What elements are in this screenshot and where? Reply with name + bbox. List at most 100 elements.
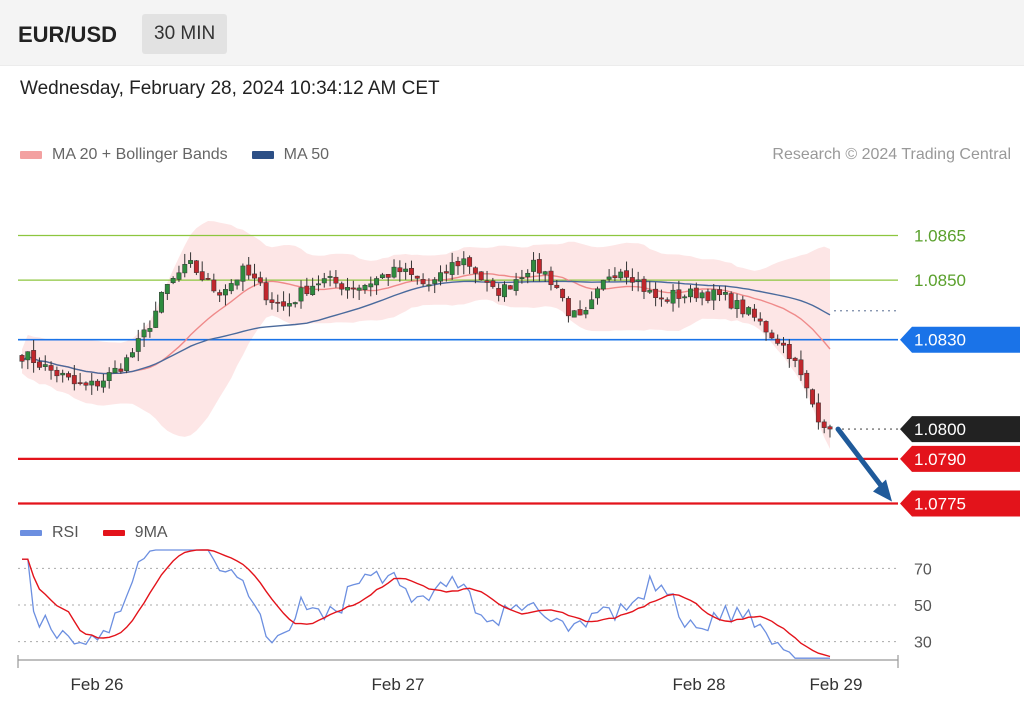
- forecast-arrow-head: [873, 479, 892, 502]
- candle: [414, 275, 420, 285]
- candle: [821, 419, 827, 434]
- candle-body: [734, 300, 740, 310]
- candle: [455, 256, 461, 275]
- legend-ma50-label: MA 50: [283, 146, 330, 163]
- candle: [199, 261, 205, 282]
- candle: [147, 320, 153, 338]
- candle: [443, 264, 449, 282]
- candle: [345, 277, 350, 299]
- candle: [368, 276, 374, 297]
- candle-body: [565, 298, 571, 317]
- candle-body: [786, 344, 792, 360]
- candle-body: [589, 299, 595, 310]
- candle-body: [368, 283, 374, 288]
- candle-body: [531, 259, 536, 272]
- legend-item-rsi: RSI: [20, 524, 79, 542]
- legend-rsi-label: RSI: [52, 524, 79, 541]
- candle: [257, 271, 263, 286]
- candle-body: [472, 267, 478, 274]
- candle: [472, 266, 478, 284]
- candle-body: [310, 285, 316, 295]
- rsi-swatch: [20, 530, 42, 536]
- candle-body: [385, 274, 391, 278]
- legend-item-ma50: MA 50: [251, 146, 330, 164]
- candle-body: [717, 289, 723, 296]
- candle: [641, 276, 647, 300]
- candle: [263, 277, 269, 306]
- candle-body: [147, 328, 153, 332]
- candle: [548, 266, 554, 291]
- candle-body: [746, 307, 752, 315]
- candle: [740, 295, 746, 318]
- timeframe-badge[interactable]: 30 MIN: [142, 14, 228, 54]
- candle-body: [205, 278, 211, 280]
- candle: [705, 288, 711, 304]
- candle: [560, 288, 566, 302]
- candle-body: [193, 260, 199, 273]
- candle: [153, 301, 159, 328]
- candle: [647, 281, 653, 294]
- candle: [234, 279, 240, 290]
- candle: [321, 272, 327, 288]
- price-legend: MA 20 + Bollinger Bands MA 50: [20, 146, 353, 164]
- candle-body: [60, 372, 66, 376]
- candle-body: [496, 288, 502, 296]
- candle: [304, 277, 310, 296]
- rsi-ma-swatch: [102, 530, 125, 536]
- candle-body: [327, 276, 333, 278]
- candle: [281, 291, 287, 311]
- timestamp-text: Wednesday, February 28, 2024 10:34:12 AM…: [20, 78, 440, 99]
- candle-body: [292, 302, 298, 305]
- candle-body: [798, 359, 804, 376]
- candle-body: [670, 289, 676, 304]
- candle-body: [66, 373, 71, 378]
- candle-body: [775, 338, 781, 344]
- rsi-ma-line: [22, 549, 831, 658]
- candle-body: [606, 276, 612, 280]
- pivot-tag: 1.0830: [900, 326, 1020, 353]
- support-tag: 1.0775: [900, 490, 1020, 517]
- candle: [182, 253, 188, 278]
- candle-body: [728, 293, 734, 309]
- candle-body: [339, 283, 345, 290]
- pivot-tag-box: [900, 326, 1020, 353]
- candle: [589, 291, 595, 310]
- candle: [438, 265, 443, 286]
- candle-body: [316, 283, 321, 286]
- candle-body: [159, 291, 164, 313]
- candle: [629, 268, 635, 291]
- candle-body: [118, 368, 124, 372]
- candle-body: [443, 271, 449, 274]
- candle: [635, 271, 641, 292]
- legend-item-ma20: MA 20 + Bollinger Bands: [20, 146, 228, 164]
- candle: [129, 348, 135, 358]
- candle: [624, 261, 629, 285]
- x-tick-label: Feb 26: [71, 675, 124, 694]
- candle-body: [618, 271, 624, 279]
- candle: [595, 286, 600, 305]
- candle: [205, 272, 211, 281]
- candle: [188, 252, 194, 268]
- bollinger-band-area: [22, 221, 830, 449]
- candle: [356, 284, 362, 300]
- x-tick-label: Feb 27: [372, 675, 425, 694]
- candle: [25, 351, 31, 370]
- candle-body: [438, 272, 443, 282]
- candle-body: [36, 361, 42, 368]
- candle-body: [199, 271, 205, 281]
- candle: [397, 260, 403, 282]
- candle-body: [345, 287, 350, 291]
- ma20-swatch: [20, 151, 42, 159]
- candle: [77, 372, 83, 386]
- candle-body: [478, 271, 484, 281]
- candle: [763, 320, 769, 341]
- candle-body: [176, 272, 182, 280]
- last-price-tag: 1.0800: [900, 416, 1020, 443]
- candle: [478, 271, 484, 281]
- candle-body: [281, 301, 287, 307]
- candle-body: [757, 318, 763, 322]
- candle: [426, 278, 432, 292]
- candle: [612, 267, 618, 282]
- candle: [223, 284, 228, 306]
